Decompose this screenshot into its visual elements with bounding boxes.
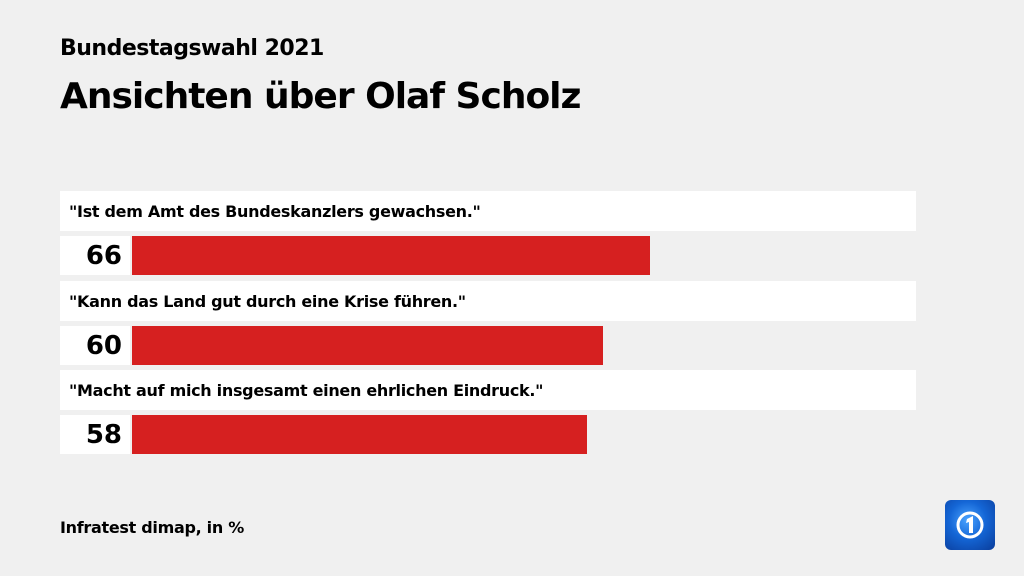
category-label: "Macht auf mich insgesamt einen ehrliche… xyxy=(60,370,916,410)
value-label: 58 xyxy=(60,415,130,454)
value-label: 60 xyxy=(60,326,130,365)
category-label: "Kann das Land gut durch eine Krise führ… xyxy=(60,281,916,321)
chart-title: Ansichten über Olaf Scholz xyxy=(60,76,581,117)
bar xyxy=(132,236,651,275)
bar-group: "Ist dem Amt des Bundeskanzlers gewachse… xyxy=(60,191,916,275)
category-label: "Ist dem Amt des Bundeskanzlers gewachse… xyxy=(60,191,916,231)
bar xyxy=(132,415,588,454)
chart-subtitle: Bundestagswahl 2021 xyxy=(60,36,324,61)
bar-group: "Kann das Land gut durch eine Krise führ… xyxy=(60,281,916,365)
bar xyxy=(132,326,603,365)
source-note: Infratest dimap, in % xyxy=(60,518,244,537)
bar-group: "Macht auf mich insgesamt einen ehrliche… xyxy=(60,370,916,454)
value-label: 66 xyxy=(60,236,130,275)
ard-logo-icon xyxy=(945,500,995,550)
